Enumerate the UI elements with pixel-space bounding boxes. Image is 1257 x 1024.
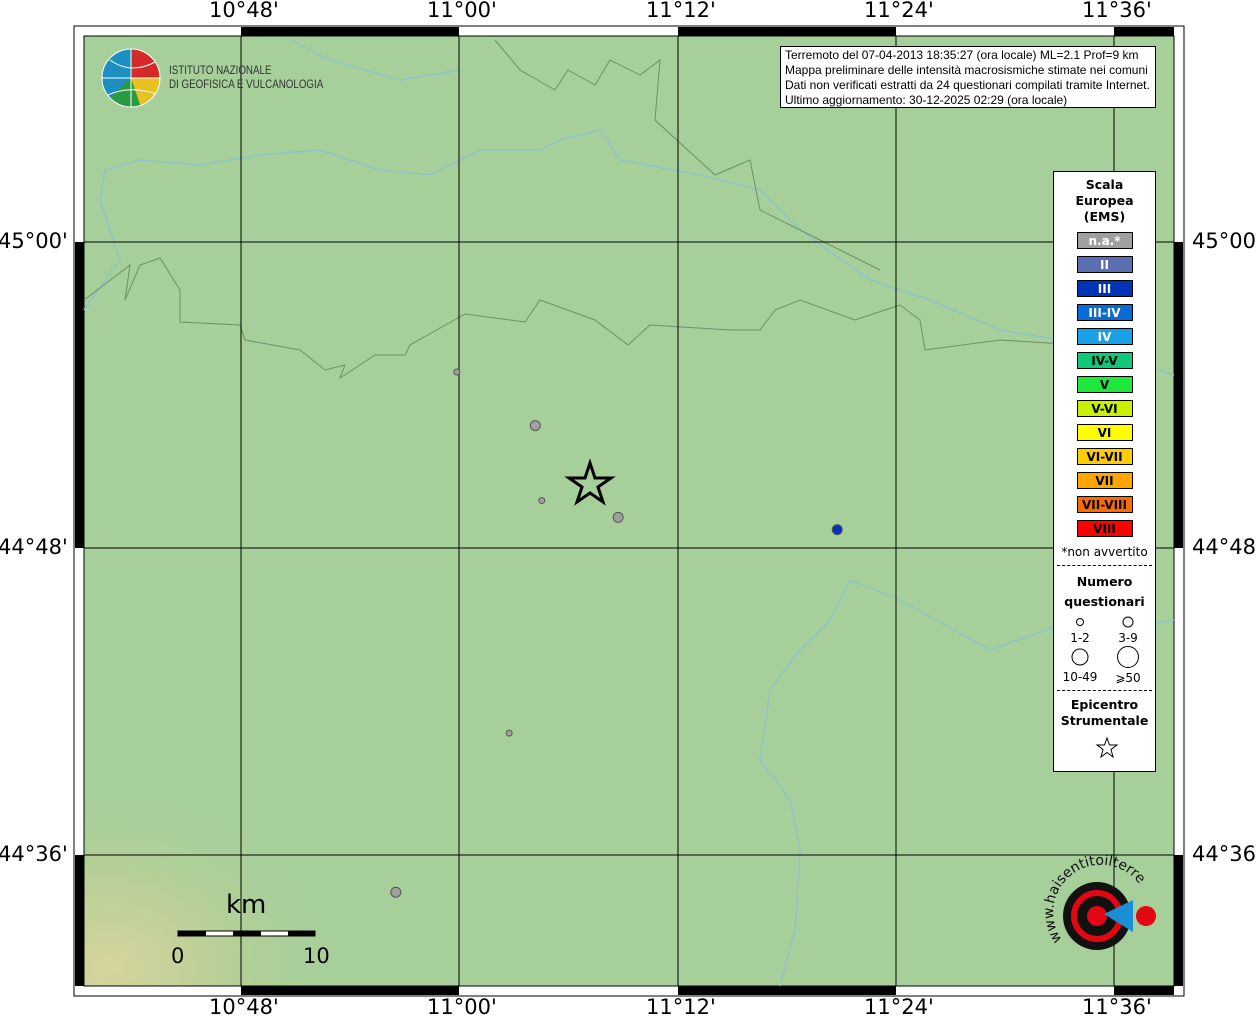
epicenter-star [564, 458, 616, 506]
legend-class-VI: VI [1076, 424, 1133, 441]
event-info-box: Terremoto del 07-04-2013 18:35:27 (ora l… [780, 46, 1156, 108]
legend: Scala Europea (EMS) n.a.* II III III-IV IV IV-V… [1053, 171, 1156, 772]
legend-class-III: III [1076, 280, 1133, 297]
legend-class-IV: IV [1076, 328, 1133, 345]
x-tick-label: 11°12' [646, 995, 716, 1019]
intensity-point[interactable] [538, 497, 546, 505]
legend-footnote: *non avvertito [1061, 545, 1148, 559]
x-tick-label: 11°00' [427, 0, 497, 22]
province-borders [83, 39, 1121, 380]
legend-class-VI-VII: VI-VII [1076, 448, 1133, 465]
frame-bands [75, 27, 1183, 995]
intensity-point[interactable] [505, 729, 513, 737]
x-tick-label: 11°24' [864, 0, 934, 22]
x-tick-label: 11°24' [864, 995, 934, 1019]
x-tick-label: 10°48' [209, 0, 279, 22]
legend-class-VII: VII [1076, 472, 1133, 489]
y-tick-label: 45°00' [1192, 229, 1257, 253]
ingv-logo-text: ISTITUTO NAZIONALE DI GEOFISICA E VULCANO… [169, 65, 324, 91]
legend-class-VII-VIII: VII-VIII [1076, 496, 1133, 513]
y-tick-label: 44°48' [1192, 535, 1257, 559]
intensity-point[interactable] [831, 524, 843, 536]
y-tick-label: 44°36' [1192, 842, 1257, 866]
legend-class-II: II [1076, 256, 1133, 273]
epicenter-legend-icon [1095, 736, 1119, 759]
scale-unit: km [226, 890, 267, 920]
x-tick-label: 11°36' [1082, 0, 1152, 22]
legend-class-III-IV: III-IV [1076, 304, 1133, 321]
scale-max: 10 [303, 944, 330, 968]
legend-class-V: V [1076, 376, 1133, 393]
hills-shading [84, 600, 584, 986]
x-tick-label: 11°12' [646, 0, 716, 22]
legend-class-n.a.*: n.a.* [1076, 232, 1133, 249]
legend-title: Scala Europea (EMS) [1075, 177, 1134, 224]
rivers [83, 39, 1175, 987]
ems-scale: n.a.* II III III-IV IV IV-V V V-VI VI VI-VII VII VI… [1054, 232, 1155, 537]
y-tick-label: 44°36' [0, 842, 68, 866]
intensity-point[interactable] [453, 368, 461, 376]
ingv-logo-icon [101, 48, 161, 108]
legend-class-V-VI: V-VI [1076, 400, 1133, 417]
size-legend: 1-2 3-9 10-49 ⩾50 [1063, 616, 1141, 685]
svg-text:⩾50: ⩾50 [1115, 671, 1140, 685]
svg-text:3-9: 3-9 [1118, 631, 1138, 645]
scale-bar [177, 930, 316, 937]
svg-text:1-2: 1-2 [1070, 631, 1090, 645]
y-tick-label: 45°00' [0, 229, 68, 253]
y-tick-label: 44°48' [0, 535, 68, 559]
x-tick-label: 11°36' [1082, 995, 1152, 1019]
intensity-points [390, 368, 843, 898]
intensity-point[interactable] [390, 886, 402, 898]
legend-class-IV-V: IV-V [1076, 352, 1133, 369]
intensity-point[interactable] [612, 511, 624, 523]
intensity-point[interactable] [529, 420, 541, 432]
x-tick-label: 10°48' [209, 995, 279, 1019]
svg-text:10-49: 10-49 [1063, 670, 1098, 684]
x-tick-label: 11°00' [427, 995, 497, 1019]
legend-class-VIII: VIII [1076, 520, 1133, 537]
scale-min: 0 [171, 944, 185, 968]
